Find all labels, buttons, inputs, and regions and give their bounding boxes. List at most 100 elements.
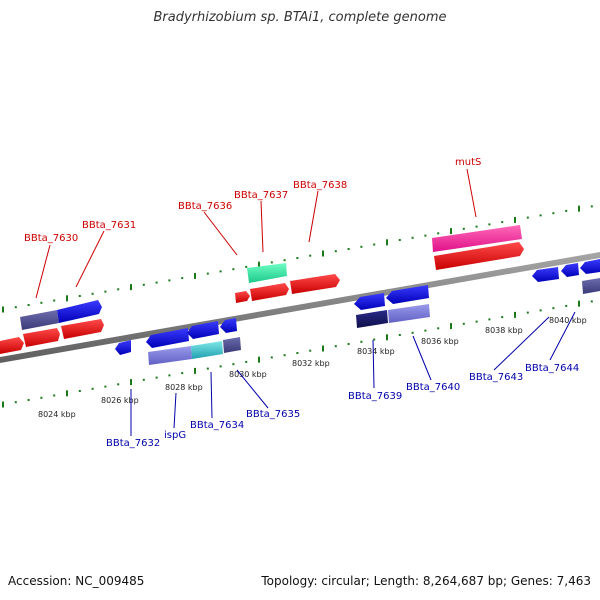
major-tick bbox=[386, 334, 388, 341]
minor-tick bbox=[488, 318, 491, 321]
minor-tick bbox=[590, 300, 593, 303]
connector-line bbox=[203, 211, 238, 256]
gene-arrow bbox=[220, 318, 237, 333]
minor-tick bbox=[91, 292, 94, 295]
connector-line bbox=[236, 369, 269, 409]
connector-line bbox=[549, 311, 576, 361]
minor-tick bbox=[565, 304, 568, 307]
gene-arrow bbox=[146, 328, 189, 348]
gene-label: BBta_7638 bbox=[293, 180, 347, 191]
minor-tick bbox=[232, 268, 235, 271]
minor-tick bbox=[78, 295, 81, 297]
scale-label: 8034 kbp bbox=[357, 347, 395, 356]
gene-arrow bbox=[532, 267, 559, 282]
minor-tick bbox=[398, 334, 401, 336]
gene-label: BBta_7639 bbox=[348, 391, 402, 402]
minor-tick bbox=[283, 354, 286, 357]
minor-tick bbox=[360, 245, 363, 248]
minor-tick bbox=[78, 390, 81, 392]
scale-label: 8036 kbp bbox=[421, 337, 459, 346]
gene-label: BBta_7643 bbox=[469, 372, 523, 383]
major-tick bbox=[322, 345, 324, 352]
minor-tick bbox=[219, 270, 222, 273]
minor-tick bbox=[245, 265, 248, 268]
major-tick bbox=[66, 295, 68, 302]
minor-tick bbox=[488, 223, 491, 226]
gene-arrow bbox=[191, 341, 223, 359]
gene-label: BBta_7635 bbox=[246, 409, 300, 420]
minor-tick bbox=[53, 394, 56, 397]
minor-tick bbox=[437, 232, 440, 235]
major-tick bbox=[514, 311, 516, 318]
scale-label: 8030 kbp bbox=[229, 370, 267, 379]
minor-tick bbox=[283, 259, 286, 262]
gene-arrow bbox=[386, 285, 429, 304]
minor-tick bbox=[347, 343, 350, 345]
minor-tick bbox=[475, 320, 478, 323]
gene-arrow bbox=[582, 278, 600, 294]
gene-arrow bbox=[235, 291, 250, 303]
minor-tick bbox=[539, 309, 542, 312]
minor-tick bbox=[27, 399, 30, 401]
genome-title: Bradyrhizobium sp. BTAi1, complete genom… bbox=[153, 10, 447, 25]
minor-tick bbox=[270, 261, 273, 264]
gene-arrow bbox=[23, 328, 60, 347]
minor-tick bbox=[206, 272, 209, 275]
minor-tick bbox=[411, 331, 414, 334]
gene-arrow bbox=[434, 242, 524, 270]
gene-label: BBta_7640 bbox=[406, 382, 460, 393]
gene-label: BBta_7634 bbox=[190, 420, 244, 431]
major-tick bbox=[66, 390, 68, 397]
minor-tick bbox=[270, 356, 273, 359]
gene-arrow bbox=[580, 259, 600, 274]
gene-arrow bbox=[223, 337, 241, 353]
minor-tick bbox=[526, 216, 529, 219]
gene-label: BBta_7644 bbox=[525, 363, 579, 374]
minor-tick bbox=[334, 250, 337, 253]
accession-text: Accession: NC_009485 bbox=[8, 574, 145, 588]
reverse-tick-row bbox=[2, 300, 593, 408]
minor-tick bbox=[155, 376, 158, 379]
minor-tick bbox=[104, 290, 107, 293]
gene-arrow bbox=[290, 274, 340, 294]
minor-tick bbox=[181, 372, 184, 375]
minor-tick bbox=[27, 304, 30, 306]
minor-tick bbox=[373, 338, 376, 341]
gene-label: BBta_7630 bbox=[24, 233, 78, 244]
gene-label: BBta_7637 bbox=[234, 190, 288, 201]
minor-tick bbox=[526, 311, 529, 314]
gene-arrow bbox=[247, 263, 287, 283]
major-tick bbox=[2, 306, 4, 313]
gene-arrow bbox=[356, 310, 388, 328]
minor-tick bbox=[475, 225, 478, 228]
minor-tick bbox=[155, 281, 158, 284]
minor-tick bbox=[437, 327, 440, 330]
gene-label: BBta_7636 bbox=[178, 201, 232, 212]
minor-tick bbox=[462, 322, 465, 325]
minor-tick bbox=[334, 345, 337, 348]
gene-arrow bbox=[432, 225, 522, 252]
major-tick bbox=[322, 250, 324, 257]
minor-tick bbox=[539, 214, 542, 217]
minor-tick bbox=[168, 374, 171, 377]
gene-arrow bbox=[20, 310, 59, 330]
major-tick bbox=[450, 323, 452, 330]
major-tick bbox=[258, 356, 260, 363]
minor-tick bbox=[168, 279, 171, 282]
connector-line bbox=[35, 244, 51, 299]
connector-line bbox=[75, 230, 105, 288]
gene-arrow bbox=[148, 346, 192, 365]
minor-tick bbox=[117, 288, 120, 291]
minor-tick bbox=[91, 387, 94, 390]
major-tick bbox=[450, 228, 452, 235]
gene-arrow bbox=[115, 340, 131, 355]
connector-line bbox=[412, 335, 432, 381]
major-tick bbox=[578, 300, 580, 307]
minor-tick bbox=[40, 396, 43, 399]
major-tick bbox=[578, 205, 580, 212]
minor-tick bbox=[462, 227, 465, 230]
forward-genes bbox=[0, 225, 524, 354]
gene-label: mutS bbox=[455, 157, 481, 168]
connector-line bbox=[210, 371, 213, 419]
connector-line bbox=[260, 200, 264, 253]
